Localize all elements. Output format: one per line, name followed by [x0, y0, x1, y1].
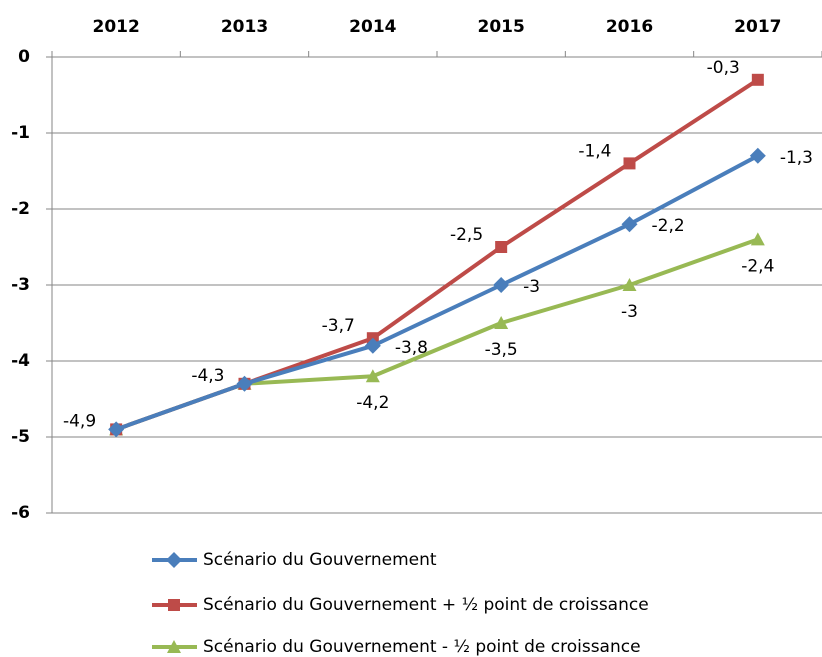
- data-point: [493, 277, 510, 293]
- x-tick-label: 2014: [349, 17, 396, 37]
- data-point: [621, 216, 638, 233]
- legend-label: Scénario du Gouvernement - ½ point de cr…: [203, 637, 641, 657]
- data-point: [495, 241, 508, 253]
- data-point: [749, 147, 766, 164]
- legend-label: Scénario du Gouvernement + ½ point de cr…: [203, 595, 649, 615]
- data-label: -3: [621, 302, 638, 322]
- data-label: -4,9: [63, 411, 96, 431]
- legend-marker: [167, 640, 181, 653]
- x-tick-label: 2017: [734, 17, 781, 37]
- data-label: -2,5: [450, 225, 483, 245]
- data-label: -3,5: [485, 340, 518, 360]
- data-label: -1,4: [578, 141, 611, 161]
- y-tick-label: -4: [11, 351, 30, 371]
- x-tick-label: 2013: [221, 17, 268, 37]
- data-label: -4,3: [191, 366, 224, 386]
- y-tick-label: -2: [11, 199, 30, 219]
- y-tick-label: -6: [11, 503, 30, 523]
- data-point: [364, 337, 381, 354]
- data-point: [750, 232, 765, 246]
- data-point: [622, 278, 637, 291]
- data-label: -3,8: [395, 338, 428, 358]
- data-label: -1,3: [780, 148, 813, 168]
- y-tick-label: -5: [11, 427, 30, 447]
- data-label: -2,2: [652, 216, 685, 236]
- data-label: -3: [523, 277, 540, 297]
- data-point: [365, 369, 380, 383]
- y-tick-label: -3: [11, 275, 30, 295]
- data-point: [623, 157, 636, 170]
- data-point: [236, 375, 253, 392]
- x-tick-label: 2015: [478, 17, 525, 37]
- y-tick-label: -1: [11, 123, 30, 143]
- data-label: -4,2: [356, 393, 389, 413]
- data-point: [108, 421, 125, 438]
- y-tick-label: 0: [18, 47, 30, 67]
- data-label: -3,7: [322, 316, 355, 336]
- series-line: [115, 154, 759, 432]
- series-line: [115, 237, 759, 432]
- legend-label: Scénario du Gouvernement: [203, 550, 437, 570]
- legend-marker: [166, 552, 182, 568]
- data-label: -2,4: [741, 256, 774, 276]
- x-tick-label: 2012: [93, 17, 140, 37]
- x-tick-label: 2016: [606, 17, 653, 37]
- legend-marker: [168, 599, 180, 611]
- data-label: -0,3: [707, 58, 740, 78]
- data-point: [494, 316, 509, 329]
- data-point: [751, 73, 764, 86]
